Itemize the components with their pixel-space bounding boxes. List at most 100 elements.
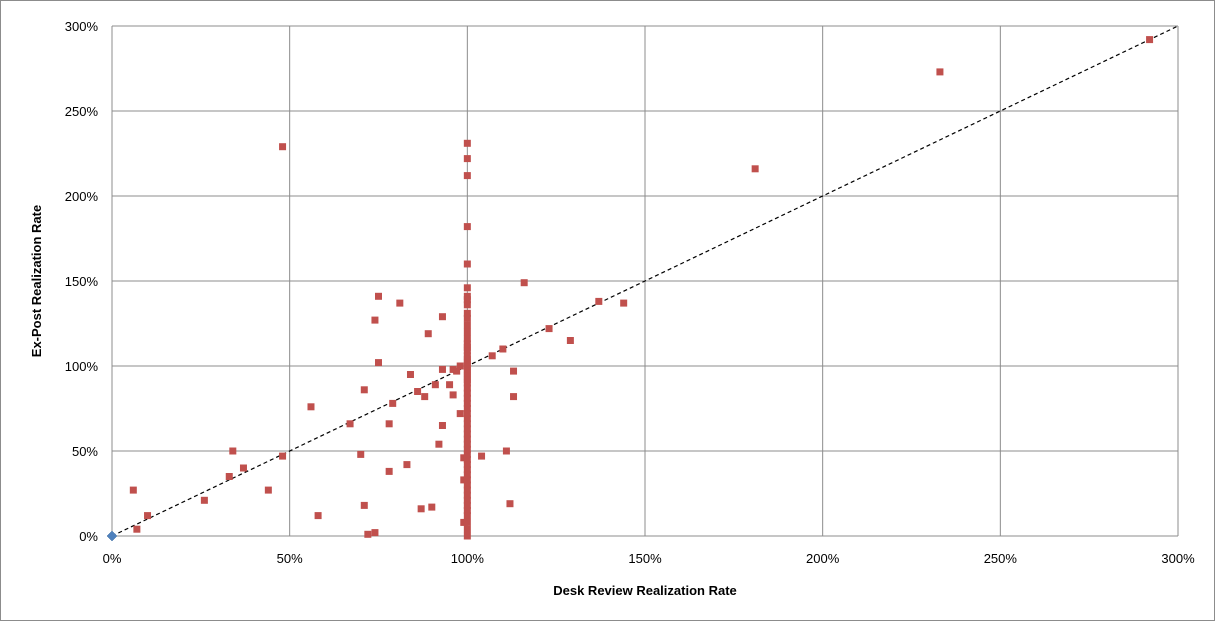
data-point xyxy=(463,450,471,458)
data-point xyxy=(403,461,411,469)
data-point xyxy=(449,391,457,399)
data-point xyxy=(360,386,368,394)
data-point xyxy=(463,501,471,509)
data-point xyxy=(396,299,404,307)
data-point xyxy=(1146,36,1154,44)
data-point xyxy=(463,301,471,309)
data-point xyxy=(463,461,471,469)
data-point xyxy=(385,420,393,428)
data-point xyxy=(463,445,471,453)
data-point xyxy=(499,345,507,353)
data-point xyxy=(360,501,368,509)
data-point xyxy=(463,335,471,343)
data-point xyxy=(449,365,457,373)
data-point xyxy=(446,381,454,389)
data-point xyxy=(463,525,471,533)
data-point xyxy=(279,452,287,460)
data-point xyxy=(371,316,379,324)
data-point xyxy=(488,352,496,360)
data-point xyxy=(385,467,393,475)
data-point xyxy=(456,362,464,370)
data-point xyxy=(314,512,322,520)
x-tick-label: 200% xyxy=(806,551,840,566)
y-tick-label: 250% xyxy=(65,104,99,119)
data-point xyxy=(417,505,425,513)
data-point xyxy=(463,314,471,322)
reference-line xyxy=(111,25,1179,537)
data-point xyxy=(595,297,603,305)
y-tick-label: 0% xyxy=(79,529,98,544)
data-point xyxy=(463,430,471,438)
data-point xyxy=(463,260,471,268)
data-point xyxy=(463,389,471,397)
data-point xyxy=(545,325,553,333)
x-tick-label: 100% xyxy=(451,551,485,566)
data-point xyxy=(463,471,471,479)
data-point xyxy=(264,486,272,494)
data-point xyxy=(129,486,137,494)
data-point xyxy=(463,328,471,336)
data-point xyxy=(463,296,471,304)
data-point xyxy=(520,279,528,287)
data-point xyxy=(463,284,471,292)
data-point xyxy=(431,381,439,389)
data-point xyxy=(364,530,372,538)
y-tick-label: 300% xyxy=(65,19,99,34)
y-tick-label: 150% xyxy=(65,274,99,289)
data-point xyxy=(375,292,382,300)
data-point xyxy=(424,330,432,338)
data-point xyxy=(453,367,461,375)
data-point xyxy=(463,399,471,407)
data-point xyxy=(463,321,471,329)
data-point xyxy=(389,399,397,407)
data-point xyxy=(463,155,471,163)
data-point xyxy=(463,491,471,499)
x-axis-title: Desk Review Realization Rate xyxy=(553,583,737,598)
data-point xyxy=(463,532,471,540)
x-tick-label: 50% xyxy=(277,551,303,566)
data-point xyxy=(463,512,471,520)
data-point xyxy=(506,500,514,508)
data-point xyxy=(463,420,471,428)
data-point xyxy=(371,529,379,537)
data-point xyxy=(438,365,446,373)
data-point xyxy=(463,435,471,443)
data-point xyxy=(463,384,471,392)
data-point xyxy=(936,68,944,76)
data-point xyxy=(438,422,446,429)
data-point xyxy=(239,464,247,472)
data-point xyxy=(456,410,464,418)
data-point xyxy=(200,496,208,504)
data-point xyxy=(460,518,468,526)
data-point xyxy=(463,172,471,180)
data-point xyxy=(406,371,414,378)
data-point xyxy=(510,393,518,401)
x-tick-label: 150% xyxy=(628,551,662,566)
data-point xyxy=(463,410,471,418)
data-point xyxy=(463,456,471,463)
data-point xyxy=(421,393,429,401)
data-point-diamond xyxy=(106,530,118,542)
x-tick-label: 0% xyxy=(103,551,122,566)
data-point xyxy=(751,165,759,173)
y-tick-label: 200% xyxy=(65,189,99,204)
data-point xyxy=(438,313,446,321)
data-point xyxy=(463,394,471,402)
data-point xyxy=(463,425,471,433)
data-point xyxy=(463,347,471,355)
data-points xyxy=(106,36,1154,542)
data-point xyxy=(414,388,422,395)
data-point xyxy=(463,309,471,317)
data-point xyxy=(463,223,471,231)
data-point xyxy=(463,518,471,526)
data-point xyxy=(566,337,574,344)
data-point xyxy=(463,466,471,474)
y-tick-label: 50% xyxy=(72,444,98,459)
data-point xyxy=(502,447,510,455)
x-axis-ticks: 0% 50% 100% 150% 200% 250% 300% xyxy=(103,551,1195,566)
data-point xyxy=(460,476,468,484)
data-point xyxy=(279,143,287,151)
data-point xyxy=(357,450,365,458)
data-point xyxy=(463,486,471,494)
